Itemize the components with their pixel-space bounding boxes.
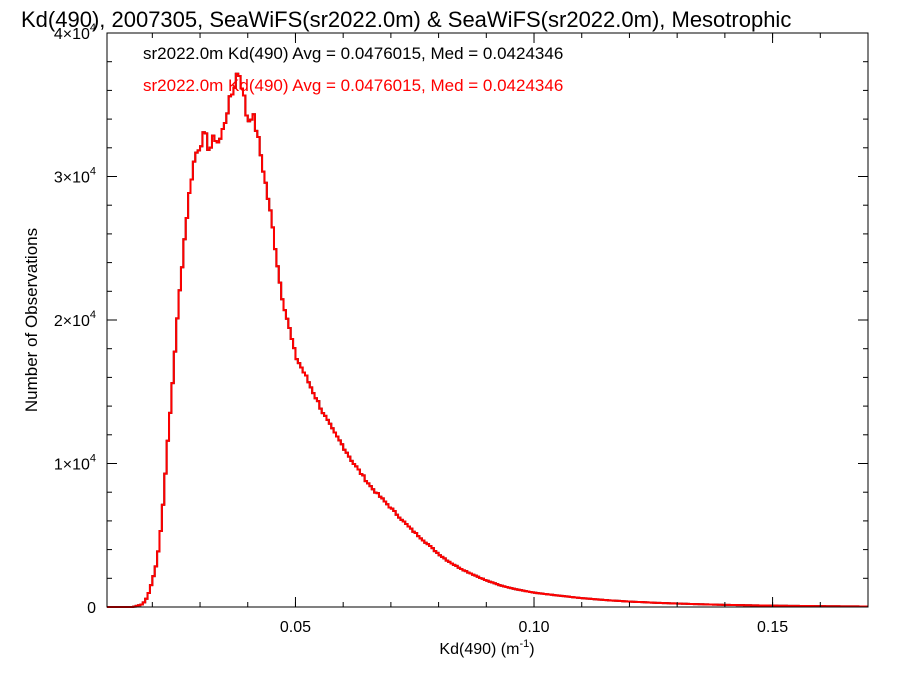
legend-entry-black: sr2022.0m Kd(490) Avg = 0.0476015, Med =… (143, 44, 563, 63)
legend-entry-red: sr2022.0m Kd(490) Avg = 0.0476015, Med =… (143, 76, 563, 95)
chart-title: Kd(490), 2007305, SeaWiFS(sr2022.0m) & S… (21, 7, 791, 32)
y-tick-label: 3×104 (54, 166, 96, 187)
histogram-step-red (107, 72, 868, 608)
y-axis-label: Number of Observations (22, 228, 41, 412)
plot-frame (106, 32, 869, 608)
histogram-step-black (107, 72, 868, 608)
y-tick-label: 0 (87, 600, 96, 617)
y-tick-label: 2×104 (54, 309, 96, 330)
y-tick-label: 1×104 (54, 453, 96, 474)
x-tick-label: 0.10 (518, 619, 549, 636)
plot-area: 0.05 0.10 0.15 0 1×104 2×104 3×104 4×104 (54, 22, 869, 636)
x-tick-label: 0.05 (280, 619, 311, 636)
x-axis-label: Kd(490) (m-1) (439, 638, 534, 658)
legend: sr2022.0m Kd(490) Avg = 0.0476015, Med =… (143, 44, 563, 95)
x-tick-label: 0.15 (757, 619, 788, 636)
y-tick-label: 4×104 (54, 22, 96, 43)
